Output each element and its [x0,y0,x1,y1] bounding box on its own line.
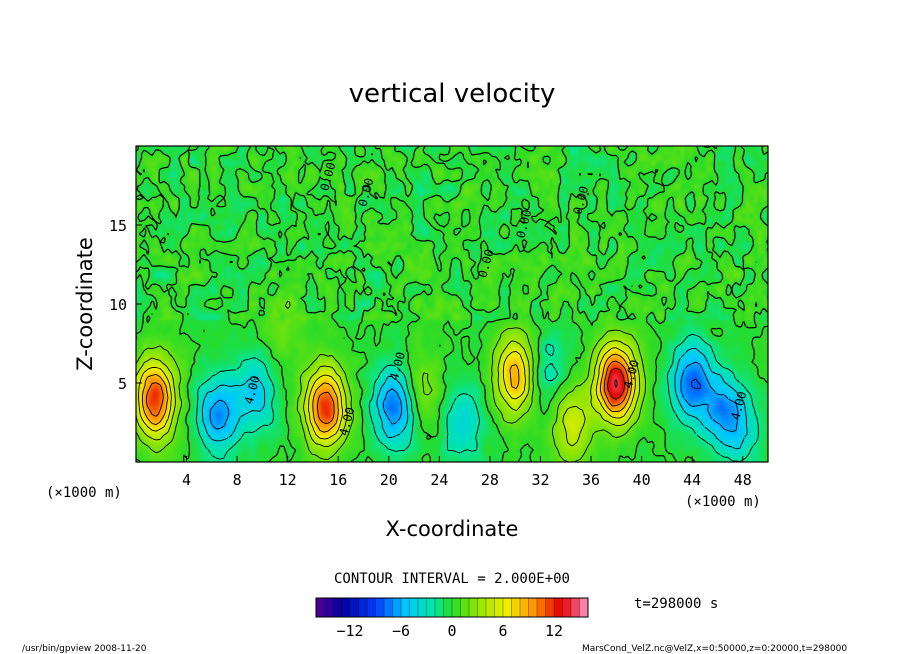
colorbar-cell [545,597,555,618]
colorbar-cell [579,597,589,618]
colorbar-frame [315,597,589,618]
colorbar-cell [519,597,529,618]
colorbar-cell [383,597,393,618]
x-tick-label: 4 [182,471,191,489]
contour-level [136,340,641,448]
x-tick-label: 24 [430,471,448,489]
x-axis-ticks: 4 8 12 16 20 24 28 32 36 40 44 48 [182,456,752,489]
x-axis-label: X-coordinate [386,517,519,541]
contour-level [614,379,618,388]
colorbar-cell [451,597,461,618]
colorbar-cell [434,597,444,618]
contour-level [607,367,626,400]
y-axis-label: Z-coordinate [73,237,97,371]
colorbar-ticks: −12 −6 0 6 12 [336,622,563,640]
colorbar-tick-label: 6 [498,622,507,640]
contour-level [146,360,629,424]
colorbar-cell [468,597,478,618]
colorbar-tick-label: 0 [447,622,456,640]
colorbar-cell [494,597,504,618]
colorbar-cell [460,597,470,618]
colorbar-cell [536,597,546,618]
colorbar-cell [315,597,325,618]
footer-left: /usr/bin/gpview 2008-11-20 [22,644,147,654]
contour-level [136,146,768,462]
colorbar-cell [562,597,572,618]
colorbar: −12 −6 0 6 12 [315,597,589,640]
plot-area: 0.000.000.000.000.004.004.004.004.004.00 [135,145,769,463]
x-tick-label: 36 [582,471,600,489]
contour-level [142,353,633,433]
x-tick-label: 20 [380,471,398,489]
colorbar-tick-label: −12 [336,622,363,640]
velocity-field [136,146,768,462]
colorbar-cell [409,597,419,618]
colorbar-cell [511,597,521,618]
y-tick-label: 5 [118,375,127,393]
y-axis-ticks: 5 10 15 [109,217,142,393]
x-tick-label: 44 [683,471,701,489]
contour-level [209,361,739,432]
x-tick-label: 12 [279,471,297,489]
y-tick-label: 15 [109,217,127,235]
contour-level [691,378,702,390]
colorbar-cell [528,597,538,618]
contour-interval: CONTOUR INTERVAL = 2.000E+00 [334,571,570,587]
time-label: t=298000 s [634,596,718,612]
colorbar-cell [553,597,563,618]
x-tick-label: 8 [233,471,242,489]
colorbar-cell [426,597,436,618]
colorbar-cell [570,597,580,618]
colorbar-cell [341,597,351,618]
chart-title: vertical velocity [349,79,556,109]
contour-level [136,300,646,462]
colorbar-cell [332,597,342,618]
colorbar-cell [392,597,402,618]
colorbar-cells [315,597,589,618]
contour-level [138,347,636,440]
colorbar-cell [443,597,453,618]
y-axis-unit: (×1000 m) [46,485,122,501]
x-tick-label: 48 [734,471,752,489]
x-tick-label: 32 [531,471,549,489]
colorbar-cell [375,597,385,618]
x-tick-label: 40 [633,471,651,489]
colorbar-cell [400,597,410,618]
x-axis-unit: (×1000 m) [685,494,761,510]
colorbar-tick-label: −6 [392,622,410,640]
colorbar-cell [358,597,368,618]
contour-lines [136,146,768,462]
footer-right: MarsCond_VelZ.nc@VelZ,x=0:50000,z=0:2000… [582,644,847,654]
colorbar-cell [324,597,334,618]
colorbar-tick-label: 12 [545,622,563,640]
x-tick-label: 28 [481,471,499,489]
colorbar-cell [366,597,376,618]
colorbar-cell [502,597,512,618]
x-tick-label: 16 [329,471,347,489]
contour-level [196,333,759,462]
contour-level [201,348,748,450]
colorbar-cell [477,597,487,618]
colorbar-cell [485,597,495,618]
y-tick-label: 10 [109,296,127,314]
colorbar-cell [349,597,359,618]
colorbar-cell [417,597,427,618]
